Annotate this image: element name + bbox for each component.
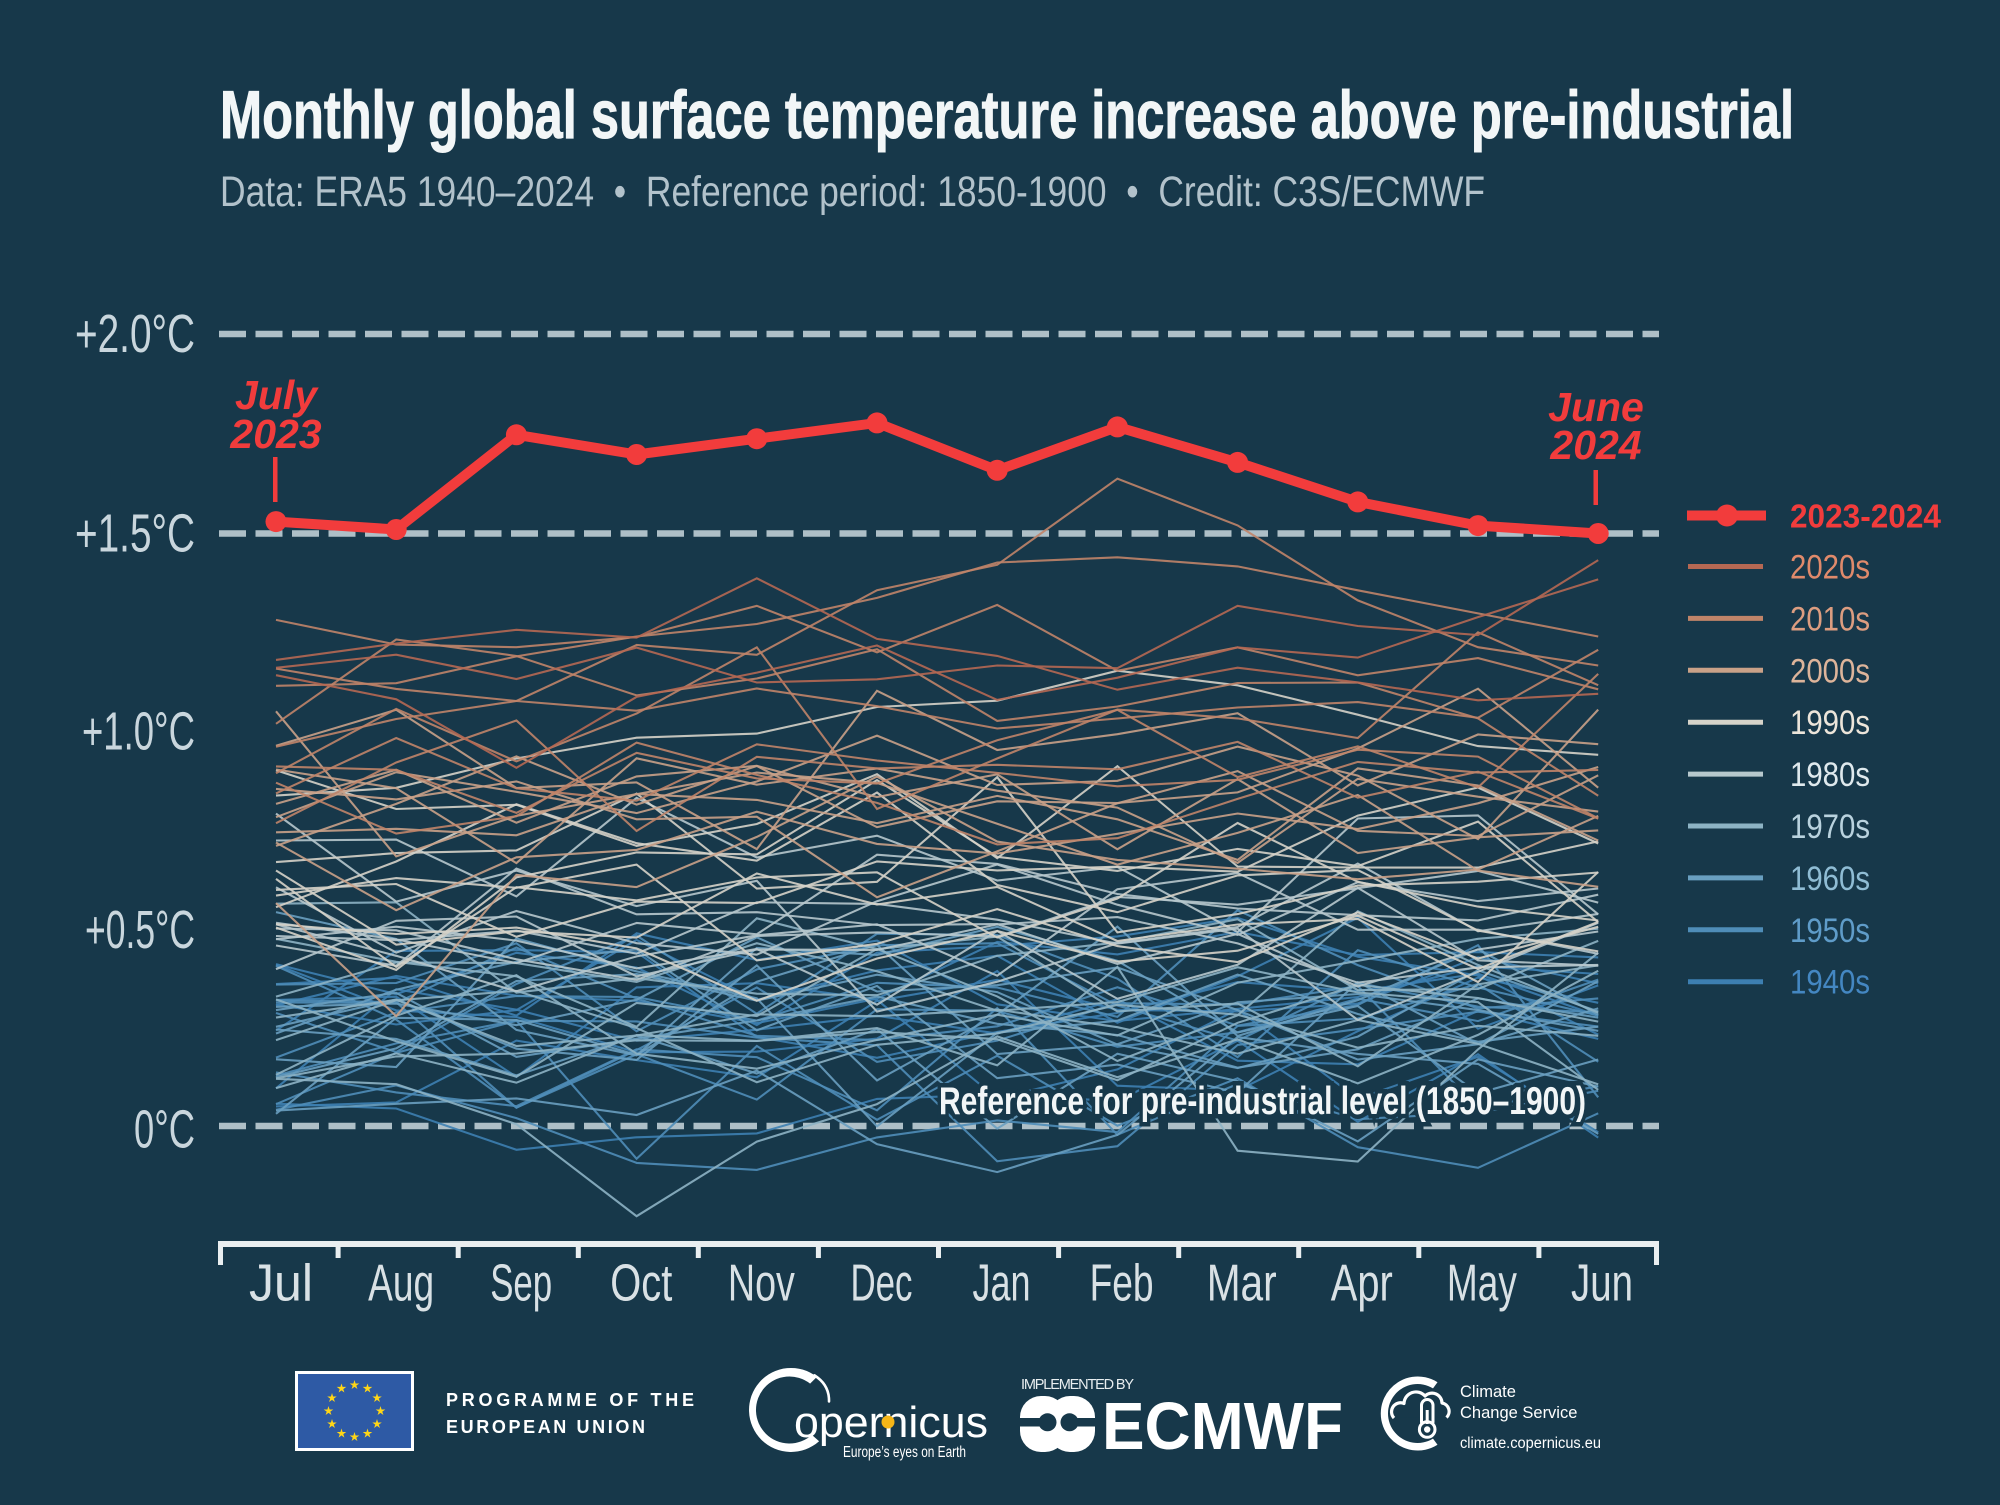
- svg-text:Apr: Apr: [1331, 1255, 1393, 1313]
- svg-text:PROGRAMME OF THE: PROGRAMME OF THE: [446, 1390, 694, 1410]
- svg-text:2020s: 2020s: [1790, 549, 1870, 587]
- svg-text:0°C: 0°C: [134, 1100, 195, 1160]
- svg-text:+1.5°C: +1.5°C: [75, 504, 195, 564]
- svg-text:1990s: 1990s: [1790, 704, 1870, 742]
- svg-text:+1.0°C: +1.0°C: [82, 702, 195, 762]
- svg-text:Data: ERA5 1940–2024 • Refer: Data: ERA5 1940–2024 • Reference period:…: [220, 168, 1485, 216]
- svg-text:2023-2024: 2023-2024: [1790, 498, 1942, 535]
- svg-text:Jun: Jun: [1571, 1255, 1633, 1313]
- svg-text:IMPLEMENTED BY: IMPLEMENTED BY: [1021, 1377, 1134, 1393]
- svg-text:Mar: Mar: [1207, 1255, 1277, 1313]
- svg-text:Europe’s eyes on Earth: Europe’s eyes on Earth: [843, 1444, 966, 1461]
- svg-text:Jul: Jul: [249, 1255, 313, 1313]
- svg-text:1960s: 1960s: [1790, 860, 1870, 898]
- svg-text:EUROPEAN UNION: EUROPEAN UNION: [446, 1417, 645, 1437]
- svg-text:Jan: Jan: [973, 1255, 1031, 1313]
- svg-text:+2.0°C: +2.0°C: [75, 304, 195, 364]
- svg-text:+0.5°C: +0.5°C: [85, 900, 195, 960]
- svg-text:1940s: 1940s: [1790, 964, 1870, 1002]
- svg-text:ECMWF: ECMWF: [1102, 1389, 1343, 1464]
- svg-text:Feb: Feb: [1090, 1255, 1154, 1313]
- svg-text:Change Service: Change Service: [1460, 1404, 1577, 1422]
- svg-text:Sep: Sep: [490, 1255, 552, 1313]
- svg-text:1980s: 1980s: [1790, 756, 1870, 794]
- svg-text:1950s: 1950s: [1790, 912, 1870, 950]
- svg-text:climate.copernicus.eu: climate.copernicus.eu: [1460, 1435, 1601, 1452]
- svg-text:Aug: Aug: [368, 1255, 434, 1313]
- svg-text:2000s: 2000s: [1790, 652, 1870, 690]
- svg-text:Nov: Nov: [728, 1255, 795, 1313]
- svg-text:2010s: 2010s: [1790, 600, 1870, 638]
- svg-text:2023: 2023: [229, 411, 321, 457]
- svg-text:Dec: Dec: [851, 1255, 913, 1313]
- svg-text:Monthly global surface tempera: Monthly global surface temperature incre…: [220, 77, 1794, 153]
- svg-text:Reference for pre-industrial l: Reference for pre-industrial level (1850…: [939, 1080, 1586, 1123]
- svg-text:Climate: Climate: [1460, 1383, 1516, 1401]
- svg-text:Oct: Oct: [610, 1255, 672, 1313]
- svg-text:June: June: [1548, 384, 1644, 430]
- svg-text:2024: 2024: [1549, 422, 1641, 468]
- svg-text:July: July: [235, 372, 319, 418]
- svg-text:May: May: [1447, 1255, 1517, 1313]
- svg-text:1970s: 1970s: [1790, 808, 1870, 846]
